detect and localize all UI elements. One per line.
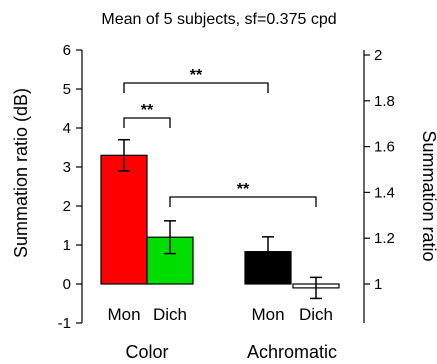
right-tick-label: 2 bbox=[374, 47, 382, 64]
significance-label: ** bbox=[237, 181, 250, 198]
left-tick-label: 5 bbox=[63, 81, 71, 98]
right-tick-label: 1 bbox=[374, 276, 382, 293]
bar-color-mon bbox=[100, 154, 148, 285]
category-label: Dich bbox=[299, 305, 333, 324]
left-tick-label: 6 bbox=[63, 42, 71, 59]
left-tick-label: 3 bbox=[63, 159, 71, 176]
left-tick-label: 1 bbox=[63, 237, 71, 254]
group-label: Color bbox=[125, 342, 168, 362]
error-bars bbox=[118, 138, 322, 300]
left-tick-label: 2 bbox=[63, 198, 71, 215]
bar-series bbox=[100, 154, 340, 289]
significance-bracket bbox=[123, 82, 269, 93]
category-label: Mon bbox=[107, 305, 140, 324]
right-tick-label: 1.8 bbox=[374, 93, 395, 110]
category-label: Mon bbox=[251, 305, 284, 324]
y-axis-label-left: Summation ratio (dB) bbox=[11, 88, 31, 258]
significance-bracket bbox=[169, 196, 317, 207]
left-y-axis: -1 0 1 2 3 4 5 6 bbox=[58, 42, 83, 332]
right-tick-label: 1.2 bbox=[374, 230, 395, 247]
y-axis-label-right: Summation ratio bbox=[419, 130, 437, 261]
significance-label: ** bbox=[190, 67, 203, 84]
right-y-axis: 1 1.2 1.4 1.6 1.8 2 bbox=[363, 47, 395, 323]
significance-brackets: ** ** ** bbox=[123, 67, 317, 207]
group-label: Achromatic bbox=[247, 342, 337, 362]
chart-title: Mean of 5 subjects, sf=0.375 cpd bbox=[101, 11, 336, 28]
x-axis-labels: Mon Dich Mon Dich Color Achromatic bbox=[107, 305, 337, 362]
left-tick-label: -1 bbox=[58, 315, 71, 332]
significance-label: ** bbox=[141, 102, 154, 119]
bar-color-dich bbox=[146, 236, 194, 285]
category-label: Dich bbox=[153, 305, 187, 324]
right-tick-label: 1.6 bbox=[374, 139, 395, 156]
left-tick-label: 4 bbox=[63, 120, 71, 137]
significance-bracket bbox=[123, 117, 171, 128]
right-tick-label: 1.4 bbox=[374, 184, 395, 201]
left-tick-label: 0 bbox=[63, 276, 71, 293]
